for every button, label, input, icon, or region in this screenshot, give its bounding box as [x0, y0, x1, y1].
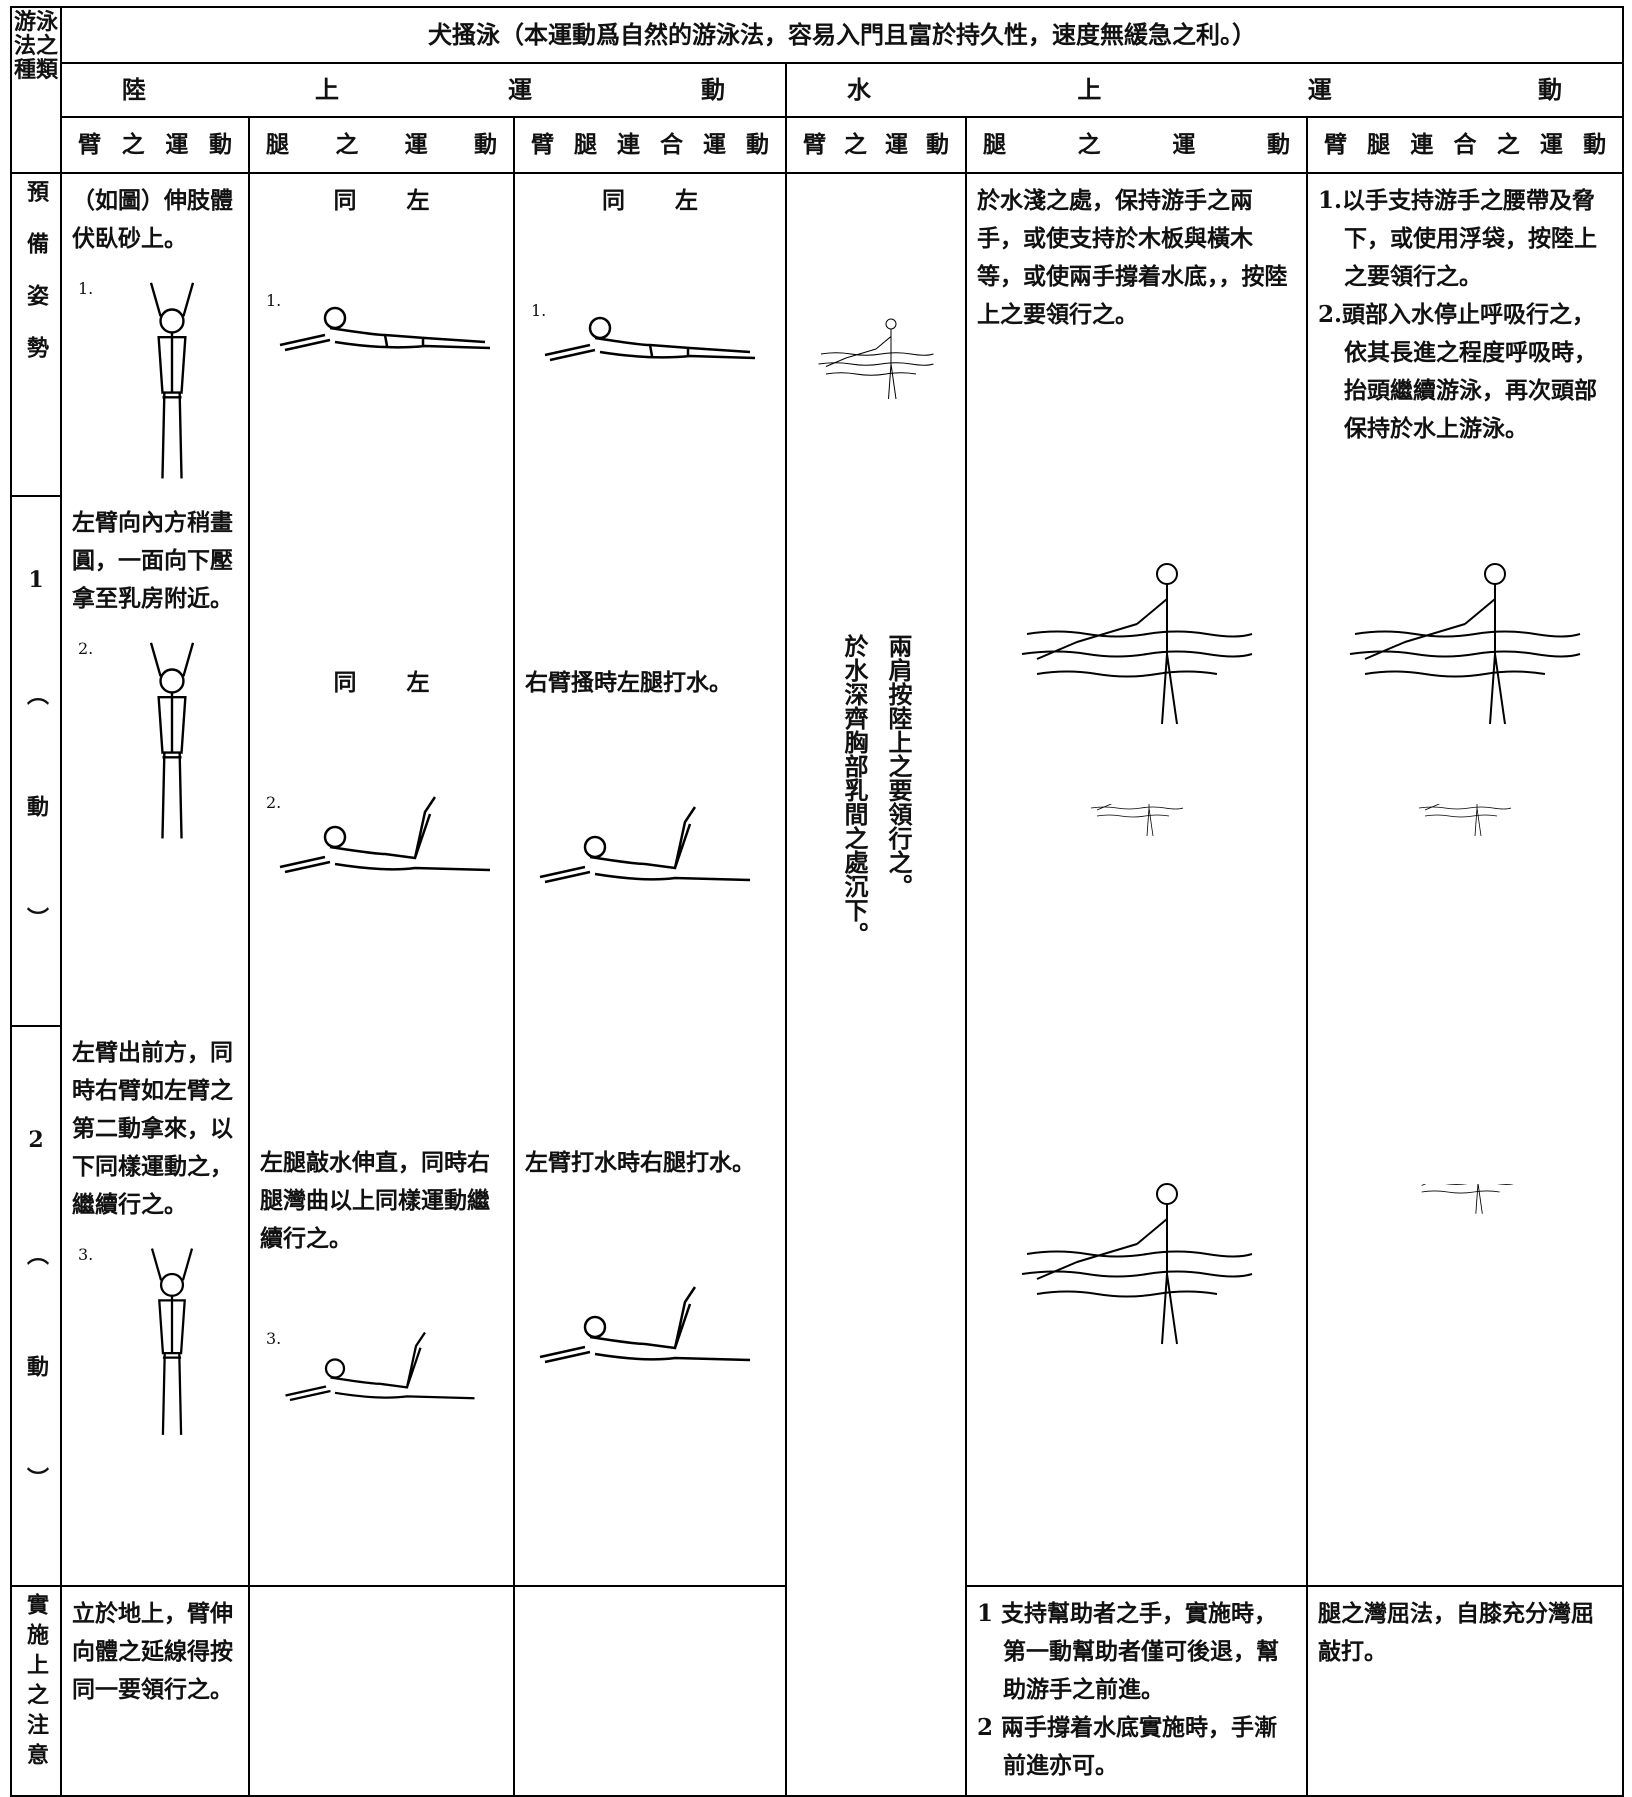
list: 1.以手支持游手之腰帶及脅下，或使用浮袋，按陸上之要領行之。 2.頭部入水停止呼吸…: [1318, 182, 1612, 448]
text-line: 兩肩按陸上之要領行之。: [884, 634, 913, 898]
cell: 左臂打水時右腿打水。: [513, 1025, 787, 1587]
figure-drawing: [1017, 804, 1257, 924]
cell: [785, 1585, 967, 1797]
cell: 兩肩按陸上之要領行之。 於水深齊胸部乳間之處沉下。: [785, 172, 967, 1586]
cell-text: 右臂搔時左腿打水。: [525, 669, 732, 696]
cell: 1 支持幫助者之手，實施時，第一動幫助者僅可後退，幫助游手之前進。 2 兩手撐着水…: [965, 1585, 1308, 1797]
cell-text: 左臂出前方，同時右臂如左臂之第二動拿來，以下同樣運動之，繼續行之。: [72, 1039, 233, 1218]
section-header: 陸上運動: [60, 62, 787, 118]
cell-text: 左臂打水時右腿打水。: [525, 1149, 755, 1176]
cell: 左腿敲水伸直，同時右腿灣曲以上同樣運動繼續行之。 3.: [248, 1025, 515, 1587]
figure-label: 1.: [531, 301, 547, 320]
cell: 左臂出前方，同時右臂如左臂之第二動拿來，以下同樣運動之，繼續行之。 3.: [60, 1025, 250, 1587]
cell: 同左 1.: [248, 172, 515, 496]
figure-drawing: [1335, 1184, 1595, 1304]
cell: [965, 495, 1308, 1026]
cell: 右臂搔時左腿打水。: [513, 495, 787, 1026]
row-label: 1（動）: [23, 567, 49, 1019]
figure-drawing: [275, 290, 495, 370]
cell-text: 立於地上，臂伸向體之延線得按同一要領行之。: [72, 1600, 233, 1703]
figure-drawing: [816, 284, 936, 434]
column-header: 腿之運動: [965, 116, 1308, 174]
cell: 立於地上，臂伸向體之延線得按同一要領行之。: [60, 1585, 250, 1797]
figure-label: 3.: [78, 1245, 94, 1264]
cell: 左臂向內方稍畫圓，一面向下壓拿至乳房附近。 2.: [60, 495, 250, 1026]
figure-drawing: [1345, 544, 1585, 744]
cell: [965, 1025, 1308, 1587]
left-header: 游泳法之種類: [10, 6, 62, 174]
figure-label: 1.: [266, 291, 282, 310]
row-label-cell: 預備姿勢: [10, 172, 62, 497]
figure-drawing: [535, 1282, 755, 1382]
figure-label: 2.: [78, 639, 94, 658]
cell-text: 於水淺之處，保持游手之兩手，或使支持於木板與橫木等，或使兩手撐着水底，，按陸上之…: [977, 187, 1288, 328]
figure: 2.: [72, 638, 238, 848]
cell-text: 兩肩按陸上之要領行之。 於水深齊胸部乳間之處沉下。: [832, 634, 920, 974]
figure-label: 3.: [266, 1329, 282, 1348]
figure: 1.: [72, 278, 238, 488]
figure-drawing: [122, 278, 222, 488]
cell-text: 左臂向內方稍畫圓，一面向下壓拿至乳房附近。: [72, 509, 233, 612]
page: 游泳法之種類 犬搔泳（本運動爲自然的游泳法，容易入門且富於持久性，速度無緩急之利…: [10, 6, 1625, 1797]
cell: [1305, 495, 1625, 1026]
swim-table: 游泳法之種類 犬搔泳（本運動爲自然的游泳法，容易入門且富於持久性，速度無緩急之利…: [10, 6, 1625, 1797]
figure-drawing: [1017, 1164, 1257, 1364]
cell: [248, 1585, 515, 1797]
title: 犬搔泳（本運動爲自然的游泳法，容易入門且富於持久性，速度無緩急之利。）: [59, 6, 1625, 64]
figure: 3.: [260, 1328, 503, 1418]
figure: 2.: [260, 792, 503, 892]
cell: [513, 1585, 787, 1797]
section-header: 水上運動: [784, 62, 1625, 118]
figure-drawing: [535, 802, 755, 902]
row-label: 2（動）: [23, 1127, 49, 1579]
column-header: 臂腿連合運動: [513, 116, 787, 174]
column-header: 臂之運動: [60, 116, 250, 174]
cell-text: 同左: [602, 187, 748, 214]
cell-text: 同左: [333, 669, 480, 696]
list-item: 2 兩手撐着水底實施時，手漸前進亦可。: [977, 1714, 1278, 1779]
text-line: 於水深齊胸部乳間之處沉下。: [840, 634, 869, 946]
list-item: 1.以手支持游手之腰帶及脅下，或使用浮袋，按陸上之要領行之。: [1318, 187, 1597, 290]
figure: 1.: [525, 300, 775, 380]
cell: 同左 2.: [248, 495, 515, 1026]
list-item: 1 支持幫助者之手，實施時，第一動幫助者僅可後退，幫助游手之前進。: [977, 1600, 1279, 1703]
row-label-cell: 2（動）: [10, 1025, 62, 1587]
cell: [1305, 1025, 1625, 1587]
cell-text: 腿之灣屈法，自膝充分灣屈敲打。: [1318, 1600, 1594, 1665]
cell-text: 左腿敲水伸直，同時右腿灣曲以上同樣運動繼續行之。: [260, 1149, 490, 1252]
figure-drawing: [270, 792, 500, 892]
figure-drawing: [1345, 804, 1585, 924]
list: 1 支持幫助者之手，實施時，第一動幫助者僅可後退，幫助游手之前進。 2 兩手撐着水…: [977, 1595, 1296, 1785]
figure-label: 1.: [78, 279, 94, 298]
figure-drawing: [540, 300, 760, 380]
figure-drawing: [1017, 544, 1257, 744]
cell: 1.以手支持游手之腰帶及脅下，或使用浮袋，按陸上之要領行之。 2.頭部入水停止呼吸…: [1305, 172, 1625, 496]
row-label-cell: 1（動）: [10, 495, 62, 1027]
list-item: 2.頭部入水停止呼吸行之，依其長進之程度呼吸時，抬頭繼續游泳，再次頭部保持於水上…: [1318, 301, 1597, 442]
figure: 3.: [72, 1244, 238, 1444]
cell: （如圖）伸肢體伏臥砂上。 1.: [60, 172, 250, 496]
cell: 腿之灣屈法，自膝充分灣屈敲打。: [1305, 1585, 1625, 1797]
figure-drawing: [122, 638, 222, 848]
cell: 同左 1.: [513, 172, 787, 496]
cell: 於水淺之處，保持游手之兩手，或使支持於木板與橫木等，或使兩手撐着水底，，按陸上之…: [965, 172, 1308, 496]
cell-text: 同左: [333, 187, 480, 214]
row-label-cell: 實施上之注意: [10, 1585, 62, 1797]
row-label: 實施上之注意: [23, 1593, 49, 1773]
figure: 1.: [260, 290, 503, 370]
figure-drawing: [280, 1328, 480, 1418]
cell-text: （如圖）伸肢體伏臥砂上。: [72, 187, 233, 252]
figure-label: 2.: [266, 793, 282, 812]
column-header: 腿之運動: [248, 116, 515, 174]
figure-drawing: [122, 1244, 222, 1444]
column-header: 臂之運動: [785, 116, 967, 174]
row-label: 預備姿勢: [23, 180, 49, 388]
column-header: 臂腿連合之運動: [1305, 116, 1625, 174]
